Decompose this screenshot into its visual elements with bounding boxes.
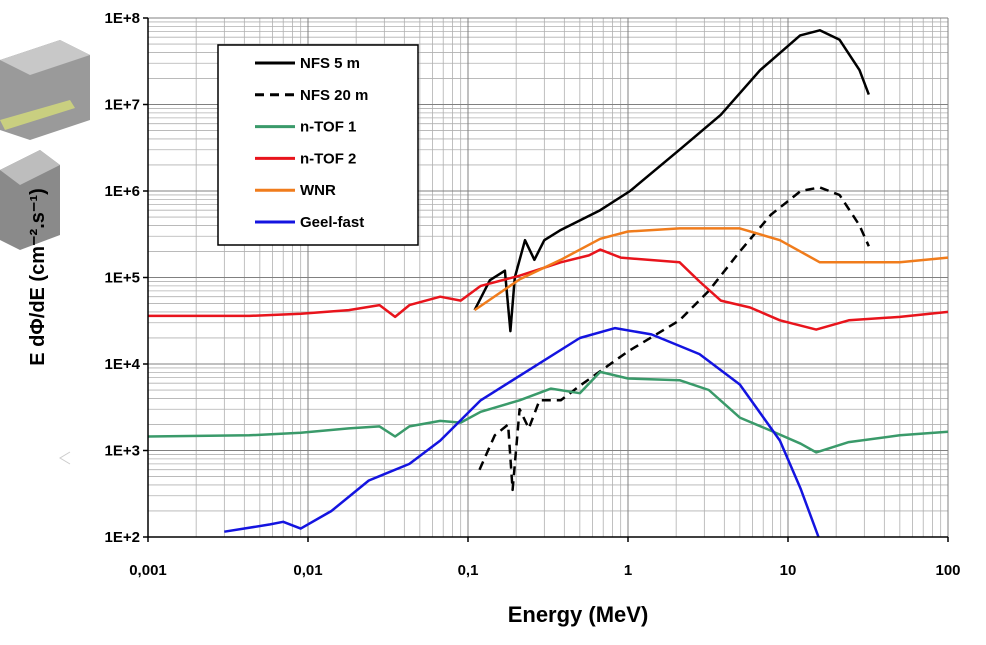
device-render: [0, 40, 90, 465]
series-line: [147, 370, 949, 454]
series-line: [473, 227, 949, 312]
series-line: [473, 29, 870, 333]
x-tick-label: 10: [780, 562, 797, 579]
axes: 0,001 0,01 0,1 1 10 100 1E+2 1E+3 1E+4 1E+5 1E+6 1E…: [105, 10, 961, 579]
y-tick-label: 1E+5: [105, 270, 140, 287]
render-block: [0, 150, 60, 185]
y-tick-label: 1E+7: [105, 97, 140, 114]
y-tick-label: 1E+4: [105, 356, 141, 373]
x-tick-label: 0,01: [293, 562, 322, 579]
x-tick-label: 100: [935, 562, 960, 579]
y-tick-label: 1E+6: [105, 183, 140, 200]
render-bar: [0, 100, 75, 130]
series-line: [478, 186, 870, 492]
legend-label: Geel-fast: [300, 214, 364, 231]
y-tick-label: 1E+8: [105, 10, 140, 27]
legend-box: [217, 44, 419, 246]
render-block: [0, 40, 90, 75]
series-lines: [147, 29, 949, 538]
series-line: [148, 248, 949, 331]
x-tick-label: 1: [624, 562, 632, 579]
faint-arrow: [59, 451, 71, 465]
y-tick-label: 1E+3: [105, 443, 140, 460]
y-tick-label: 1E+2: [105, 529, 140, 546]
series-line: [224, 326, 820, 538]
x-tick-label: 0,001: [129, 562, 167, 579]
legend-label: NFS 20 m: [300, 87, 368, 104]
y-axis-label: E dΦ/dE (cm⁻².s⁻¹): [27, 188, 49, 366]
legend-label: WNR: [300, 182, 336, 199]
legend-label: NFS 5 m: [300, 55, 360, 72]
legend-label: n-TOF 2: [300, 150, 356, 167]
legend-label: n-TOF 1: [300, 119, 356, 136]
x-axis-label: Energy (MeV): [508, 602, 649, 627]
legend: NFS 5 m NFS 20 m n-TOF 1 n-TOF 2 WNR Geel-fas…: [255, 55, 368, 231]
x-tick-label: 0,1: [458, 562, 479, 579]
